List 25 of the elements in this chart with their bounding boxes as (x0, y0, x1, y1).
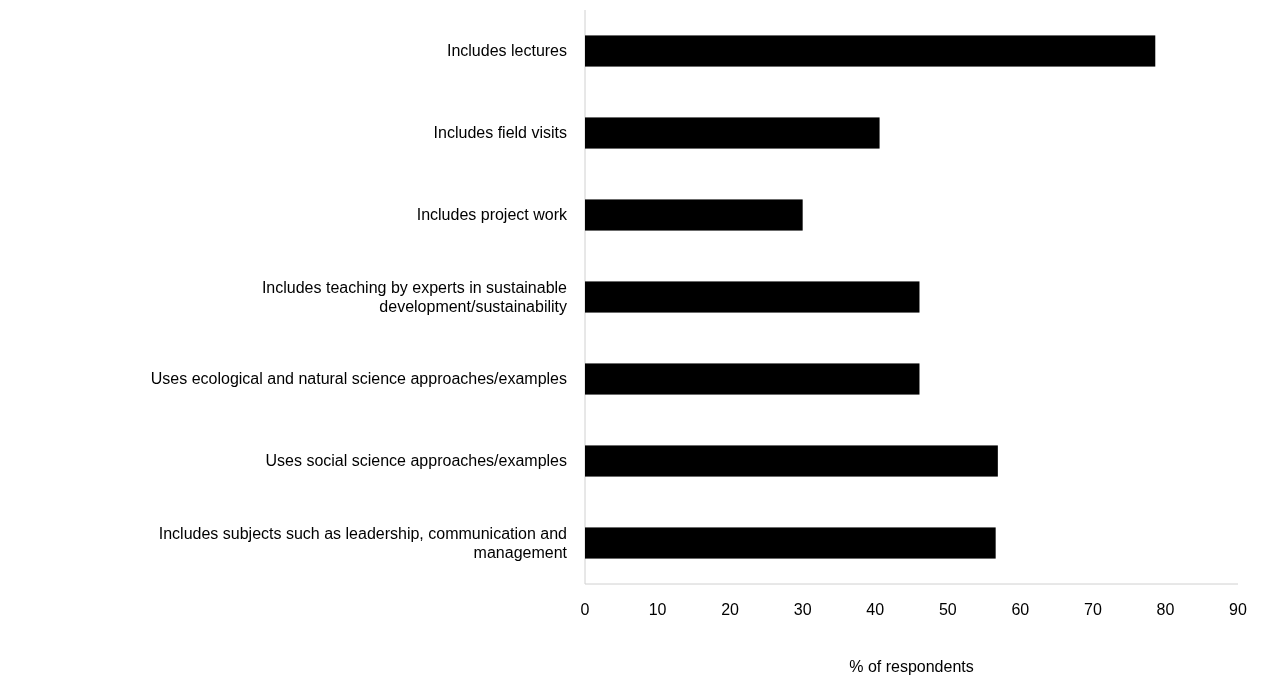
y-tick-label: Includes teaching by experts in sustainable development/sustainability (261, 278, 568, 315)
y-tick-label: Includes project work (416, 206, 568, 223)
bar (585, 527, 996, 559)
bar (585, 363, 920, 395)
bar (585, 35, 1156, 67)
x-tick-label: 80 (1156, 601, 1175, 618)
x-tick-label: 30 (793, 601, 812, 618)
x-tick-label: 20 (721, 601, 740, 618)
x-tick-label: 50 (938, 601, 957, 618)
y-tick-label: Includes field visits (433, 124, 567, 141)
y-tick-label: Includes subjects such as leadership, communication and management (158, 524, 568, 561)
y-tick-label: Includes lectures (446, 42, 567, 59)
bar (585, 281, 920, 313)
y-tick-label: Uses ecological and natural science approaches/examples (150, 370, 567, 387)
y-tick-label: Uses social science approaches/examples (265, 452, 567, 469)
x-tick-label: 70 (1083, 601, 1102, 618)
bar (585, 117, 880, 149)
x-tick-label: 90 (1229, 601, 1247, 618)
bar (585, 445, 998, 477)
x-tick-label: 60 (1011, 601, 1030, 618)
x-axis-title: % of respondents (849, 658, 974, 675)
x-tick-label: 10 (648, 601, 667, 618)
bar (585, 199, 803, 231)
x-tick-label: 0 (580, 601, 590, 618)
x-tick-label: 40 (866, 601, 885, 618)
